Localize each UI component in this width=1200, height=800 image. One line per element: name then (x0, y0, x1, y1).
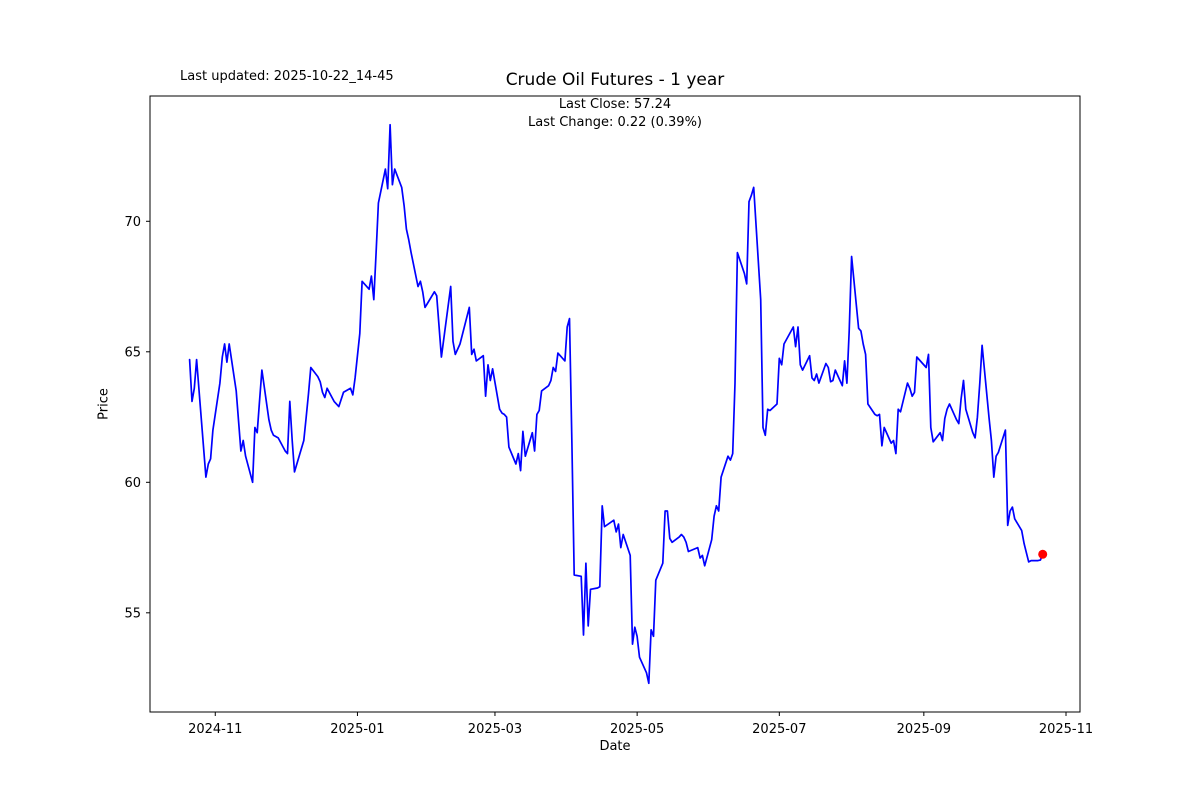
last-updated-label: Last updated: 2025-10-22_14-45 (180, 69, 394, 84)
y-axis-label: Price (96, 388, 112, 420)
x-tick-label: 2025-05 (610, 722, 664, 737)
y-tick-label: 70 (124, 215, 141, 230)
chart-title: Crude Oil Futures - 1 year (505, 70, 725, 90)
x-axis-label: Date (599, 739, 631, 754)
x-tick-label: 2024-11 (188, 722, 242, 737)
x-tick-label: 2025-01 (330, 722, 384, 737)
y-tick-label: 55 (124, 606, 141, 621)
plot-border (149, 95, 1081, 713)
last-change-label: Last Change: 0.22 (0.39%) (527, 115, 702, 130)
last-close-label: Last Close: 57.24 (558, 97, 672, 112)
last-price-marker (1038, 549, 1048, 559)
x-tick-label: 2025-07 (752, 722, 806, 737)
price-line (188, 123, 1044, 685)
x-tick-label: 2025-09 (897, 722, 951, 737)
y-tick-label: 65 (124, 345, 141, 360)
x-tick-label: 2025-03 (468, 722, 522, 737)
x-tick-label: 2025-11 (1039, 722, 1093, 737)
y-tick-label: 60 (124, 476, 141, 491)
